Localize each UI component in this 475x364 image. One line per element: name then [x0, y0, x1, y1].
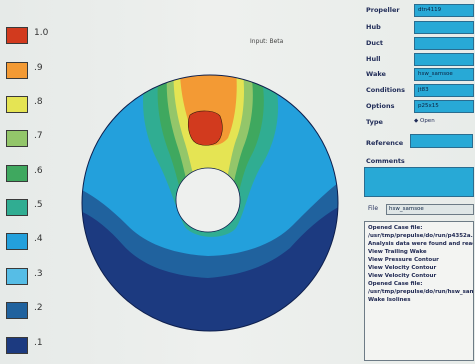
duct-field[interactable] — [414, 37, 474, 50]
log-line: /usr/tmp/prepulse/do/run/hsw_sam — [368, 289, 474, 295]
field-row-hub: Hub — [362, 21, 475, 35]
reference-field[interactable] — [410, 134, 473, 148]
log-line: Wake Isolines — [368, 297, 411, 303]
wake-label: Wake — [366, 70, 386, 78]
legend-item: .8 — [0, 96, 60, 113]
propeller-field[interactable]: dtn4119 — [414, 4, 474, 17]
legend-swatch — [6, 62, 28, 79]
duct-label: Duct — [366, 39, 383, 47]
options-field[interactable]: p25x15 — [414, 100, 474, 113]
legend-swatch — [6, 337, 28, 354]
wake-field[interactable]: hsw_samsoe — [414, 68, 474, 81]
disc-outline — [81, 74, 339, 332]
legend-swatch — [6, 199, 28, 216]
legend-item: .3 — [0, 268, 60, 285]
legend-swatch — [6, 130, 28, 147]
legend-label: .9 — [34, 63, 43, 73]
legend-item: .6 — [0, 165, 60, 182]
legend-label: .4 — [34, 234, 43, 244]
comments-label: Comments — [366, 157, 405, 165]
legend-item: 1.0 — [0, 27, 60, 44]
hull-label: Hull — [366, 55, 381, 63]
legend-label: .1 — [34, 338, 43, 348]
conditions-value: jt83 — [418, 87, 429, 93]
log-line: Analysis data were found and read — [368, 241, 474, 247]
log-line: Opened Case file: — [368, 281, 423, 287]
type-open-radio[interactable]: ◆ Open — [414, 118, 435, 124]
legend-label: .8 — [34, 97, 43, 107]
log-line: View Pressure Contour — [368, 257, 439, 263]
legend-swatch — [6, 96, 28, 113]
legend-item: .5 — [0, 199, 60, 216]
legend-label: .6 — [34, 166, 43, 176]
field-row-options: Options p25x15 — [362, 100, 475, 114]
legend-label: .2 — [34, 303, 43, 313]
plot-title: Input: Beta — [250, 38, 284, 45]
hub-label: Hub — [366, 23, 381, 31]
legend-item: .4 — [0, 233, 60, 250]
conditions-label: Conditions — [366, 86, 406, 94]
legend-swatch — [6, 233, 28, 250]
legend-label: .7 — [34, 131, 43, 141]
field-row-wake: Wake hsw_samsoe — [362, 68, 475, 82]
log-line: /usr/tmp/prepulse/do/run/p4352a... — [368, 233, 474, 239]
file-value: hsw_samsoe — [389, 206, 424, 212]
file-field[interactable]: hsw_samsoe — [386, 204, 474, 215]
field-row-duct: Duct — [362, 37, 475, 51]
comments-field[interactable] — [364, 167, 474, 197]
case-panel: Propeller dtn4119 Hub Duct Hull Wake hsw_samso… — [362, 0, 475, 364]
file-label: File — [368, 205, 379, 212]
type-open-label: Open — [419, 118, 435, 124]
legend-swatch — [6, 302, 28, 319]
field-row-propeller: Propeller dtn4119 — [362, 4, 475, 18]
wake-value: hsw_samsoe — [418, 71, 453, 77]
options-label: Options — [366, 102, 395, 110]
field-row-conditions: Conditions jt83 — [362, 84, 475, 98]
conditions-field[interactable]: jt83 — [414, 84, 474, 97]
legend-label: 1.0 — [34, 28, 49, 38]
contour-band-10 — [187, 110, 223, 146]
message-log[interactable]: Opened Case file: /usr/tmp/prepulse/do/ru… — [364, 221, 474, 361]
legend-item: .2 — [0, 302, 60, 319]
hub-field[interactable] — [414, 21, 474, 34]
log-line: View Velocity Contour — [368, 265, 437, 271]
hub-hole — [175, 167, 241, 233]
type-label: Type — [366, 118, 383, 126]
log-line: View Velocity Contour — [368, 273, 437, 279]
legend-label: .5 — [34, 200, 43, 210]
log-line: View Trailing Wake — [368, 249, 427, 255]
legend-item: .1 — [0, 337, 60, 354]
legend-label: .3 — [34, 269, 43, 279]
legend-swatch — [6, 27, 28, 44]
reference-label: Reference — [366, 139, 404, 147]
propeller-label: Propeller — [366, 6, 400, 14]
propeller-value: dtn4119 — [418, 7, 442, 13]
legend-swatch — [6, 268, 28, 285]
radio-icon: ◆ — [414, 118, 420, 124]
field-row-hull: Hull — [362, 53, 475, 67]
legend-item: .7 — [0, 130, 60, 147]
contour-legend: 1.0 .9 .8 .7 .6 .5 .4 .3 .2 .1 — [0, 0, 60, 364]
hull-field[interactable] — [414, 53, 474, 66]
legend-swatch — [6, 165, 28, 182]
options-value: p25x15 — [418, 103, 439, 109]
log-line: Opened Case file: — [368, 225, 423, 231]
legend-item: .9 — [0, 62, 60, 79]
wake-contour-plot — [81, 74, 339, 332]
